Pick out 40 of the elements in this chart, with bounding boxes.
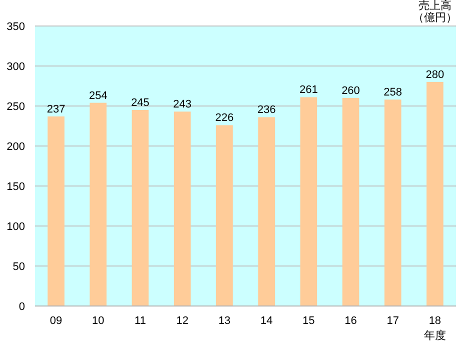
bar: [216, 125, 233, 306]
x-tick-label: 10: [92, 315, 104, 327]
data-label: 260: [342, 85, 360, 97]
x-tick-label: 16: [344, 315, 357, 327]
bar: [342, 98, 360, 306]
x-tick-label: 14: [260, 315, 273, 327]
y-tick-label: 250: [6, 100, 25, 113]
bar: [90, 102, 107, 306]
y-tick-label: 150: [6, 180, 25, 193]
data-label: 245: [131, 97, 150, 109]
data-label: 280: [426, 69, 444, 81]
x-tick-label: 12: [176, 315, 188, 327]
y-tick-label: 300: [6, 60, 25, 73]
bar: [300, 97, 318, 306]
bar: [174, 112, 191, 306]
x-tick-label: 09: [50, 315, 62, 327]
data-label: 258: [384, 86, 402, 99]
data-label: 236: [257, 104, 276, 116]
bar: [258, 117, 275, 306]
data-label: 254: [88, 90, 108, 102]
x-axis-title: 年度: [424, 329, 446, 342]
y-tick-label: 200: [6, 140, 25, 153]
y-axis-title: 売上高（億円）: [412, 0, 458, 24]
bar: [384, 100, 402, 306]
x-tick-label: 15: [302, 315, 315, 327]
y-tick-label: 100: [6, 220, 25, 233]
bar: [426, 82, 444, 306]
bar: [48, 116, 64, 306]
x-tick-label: 11: [134, 315, 146, 327]
y-tick-label: 50: [12, 260, 25, 273]
data-label: 226: [215, 112, 234, 124]
x-tick-label: 17: [386, 315, 399, 327]
bar: [132, 110, 149, 306]
y-tick-label: 0: [18, 300, 25, 313]
x-tick-label: 13: [218, 315, 231, 327]
data-label: 243: [173, 98, 192, 111]
x-tick-label: 18: [428, 315, 442, 327]
y-tick-label: 350: [6, 20, 25, 33]
data-label: 261: [299, 84, 318, 96]
data-label: 237: [46, 103, 66, 116]
